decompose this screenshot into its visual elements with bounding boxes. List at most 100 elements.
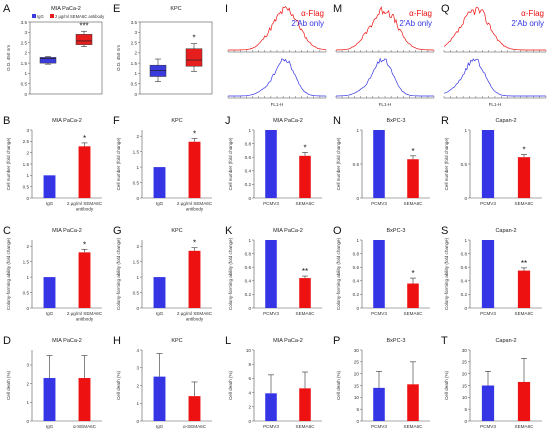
y-tick-label: 1.5 bbox=[131, 61, 138, 66]
panel-letter: G bbox=[113, 225, 122, 237]
box bbox=[75, 34, 93, 45]
bar bbox=[188, 396, 201, 421]
y-tick-label: 25 bbox=[462, 360, 468, 365]
y-tick-label: 1 bbox=[464, 128, 467, 133]
bar bbox=[153, 376, 166, 421]
y-tick-label: 0 bbox=[24, 92, 27, 97]
significance-label: ** bbox=[521, 259, 527, 268]
panel-title: MIA PaCa-2 bbox=[273, 228, 303, 234]
significance-label: * bbox=[411, 147, 414, 156]
x-tick-label: PCMV3 bbox=[480, 424, 496, 429]
significance-label: * bbox=[83, 134, 86, 143]
x-axis-label: FL1-H bbox=[271, 102, 284, 107]
y-axis-label: Cell number (fold change) bbox=[228, 137, 233, 190]
bar bbox=[481, 385, 495, 421]
y-tick-label: 0 bbox=[26, 306, 29, 311]
plot-frame bbox=[29, 21, 103, 95]
y-tick-label: 0.2 bbox=[353, 292, 360, 297]
y-axis-label: Cell number (fold change) bbox=[116, 137, 121, 190]
y-tick-label: 0.5 bbox=[133, 290, 140, 295]
y-tick-label: 0 bbox=[464, 196, 467, 201]
panel-title: MIA PaCa-2 bbox=[273, 338, 303, 344]
panel-letter: B bbox=[3, 115, 10, 127]
y-tick-label: 0 bbox=[136, 306, 139, 311]
y-tick-label: 2.5 bbox=[23, 139, 30, 144]
y-axis-label: Cell death (%) bbox=[6, 370, 11, 400]
x-axis-label: FL1-H bbox=[379, 102, 392, 107]
panel-C: C MIA PaCa-2 0 0.5 1 1.5 2 Colony-forming abili… bbox=[3, 225, 103, 322]
bar bbox=[517, 157, 531, 198]
bar bbox=[43, 277, 56, 308]
bar bbox=[265, 130, 277, 198]
x-tick-label: α-SEMA6C bbox=[183, 424, 207, 429]
significance-label: * bbox=[193, 239, 196, 248]
panel-O: O BxPC-3 0 0.2 0.4 0.6 0.8 1 Colony-forming abil… bbox=[333, 225, 430, 316]
y-tick-label: 2 bbox=[26, 381, 29, 386]
y-tick-label: 4 bbox=[248, 390, 251, 395]
y-tick-label: 1.5 bbox=[23, 162, 30, 167]
panel-A: A MIA PaCa-2 0 0.5 1 1.5 2 2.5 3 3.5 O.D. 450 nm Ig… bbox=[3, 3, 105, 97]
x-tick-label: IgG bbox=[46, 311, 54, 316]
y-tick-label: 0 bbox=[26, 196, 29, 201]
y-tick-label: 1 bbox=[26, 173, 29, 178]
panel-title: MIA PaCa-2 bbox=[51, 6, 81, 12]
bar bbox=[299, 155, 311, 198]
y-tick-label: 10 bbox=[462, 395, 468, 400]
bar bbox=[43, 175, 56, 198]
significance-label: * bbox=[83, 240, 86, 249]
x-tick-label: PCMV3 bbox=[263, 201, 279, 206]
y-axis-label: Colony-forming ability (fold change) bbox=[228, 237, 233, 310]
panel-title: Capan-2 bbox=[495, 118, 516, 124]
legend-swatch bbox=[32, 14, 36, 18]
y-tick-label: 2.5 bbox=[131, 40, 138, 45]
y-axis-label: O.D. 450 nm bbox=[116, 45, 121, 71]
x-tick-label: antibody bbox=[76, 207, 94, 212]
box bbox=[185, 48, 203, 67]
y-tick-label: 0.2 bbox=[461, 292, 468, 297]
y-tick-label: 2 bbox=[136, 134, 139, 139]
y-tick-label: 15 bbox=[354, 383, 360, 388]
y-tick-label: 0.5 bbox=[133, 180, 140, 185]
y-tick-label: 0 bbox=[136, 419, 139, 424]
panel-letter: M bbox=[333, 3, 342, 15]
panel-N: N BxPC-3 0 0.5 1 Cell number (fold change) PCM… bbox=[333, 115, 430, 206]
panel-letter: P bbox=[333, 335, 340, 347]
bar bbox=[78, 252, 91, 308]
alpha-flag-histogram bbox=[228, 6, 327, 51]
y-tick-label: 3.5 bbox=[131, 20, 138, 25]
bar bbox=[481, 240, 495, 308]
y-tick-label: 0.5 bbox=[23, 290, 30, 295]
panel-E: E KPC 0 0.5 1 1.5 2 2.5 3 3.5 O.D. 450 nm * bbox=[113, 3, 213, 97]
legend-swatch bbox=[50, 14, 54, 18]
panel-letter: Q bbox=[441, 3, 450, 15]
bar bbox=[517, 270, 531, 308]
legend-label: IgG bbox=[37, 14, 44, 19]
bar bbox=[188, 250, 201, 308]
panel-letter: A bbox=[3, 3, 11, 15]
y-tick-label: 0 bbox=[248, 419, 251, 424]
y-tick-label: 0 bbox=[464, 419, 467, 424]
y-tick-label: 0.4 bbox=[461, 279, 468, 284]
y-tick-label: 0.4 bbox=[353, 279, 360, 284]
y-tick-label: 0.6 bbox=[461, 265, 468, 270]
y-tick-label: 5 bbox=[356, 407, 359, 412]
legend-alpha-flag: α-Flag bbox=[301, 9, 324, 18]
x-tick-label: SEMA6C bbox=[515, 201, 535, 206]
bar bbox=[299, 278, 311, 308]
y-tick-label: 2 bbox=[248, 405, 251, 410]
y-tick-label: 1.5 bbox=[133, 259, 140, 264]
y-tick-label: 3 bbox=[26, 128, 29, 133]
y-tick-label: 0.5 bbox=[461, 162, 468, 167]
x-tick-label: IgG bbox=[156, 311, 164, 316]
y-tick-label: 0.2 bbox=[245, 182, 252, 187]
y-tick-label: 5 bbox=[464, 407, 467, 412]
y-axis-label: Cell death (%) bbox=[444, 370, 449, 400]
panel-letter: H bbox=[113, 335, 121, 347]
legend-alpha-flag: α-Flag bbox=[521, 9, 544, 18]
y-axis-label: Cell death (%) bbox=[336, 370, 341, 400]
y-tick-label: 0 bbox=[26, 419, 29, 424]
y-tick-label: 0.6 bbox=[245, 155, 252, 160]
